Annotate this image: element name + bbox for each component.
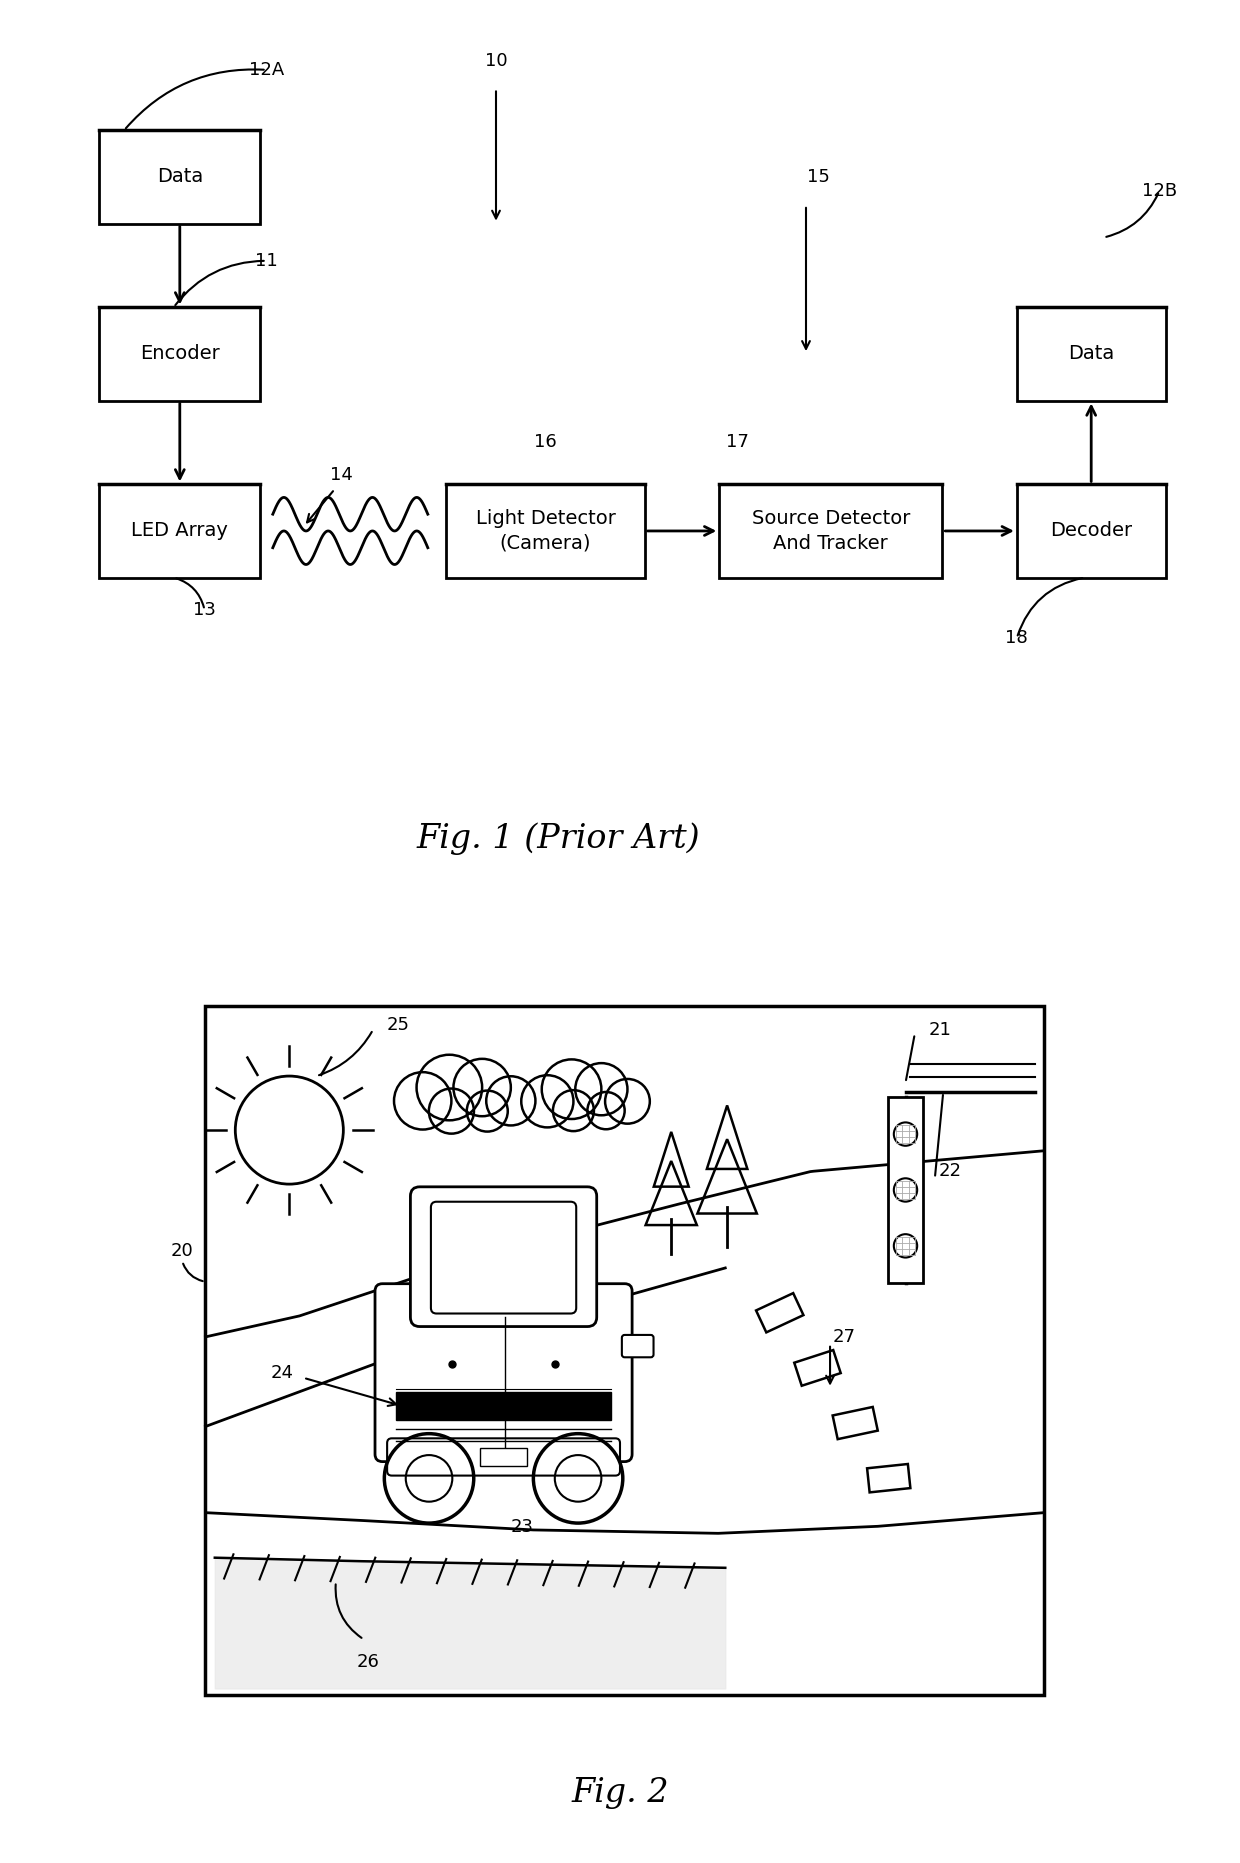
Bar (867, 1464, 910, 1492)
FancyBboxPatch shape (99, 307, 260, 401)
Text: LED Array: LED Array (131, 522, 228, 540)
FancyBboxPatch shape (446, 484, 645, 578)
Bar (832, 1407, 878, 1438)
FancyBboxPatch shape (99, 484, 260, 578)
Text: 22: 22 (939, 1163, 962, 1181)
Text: 20: 20 (171, 1243, 193, 1259)
Text: 26: 26 (357, 1654, 379, 1671)
FancyBboxPatch shape (99, 130, 260, 224)
Text: Light Detector
(Camera): Light Detector (Camera) (476, 509, 615, 553)
Text: 21: 21 (929, 1021, 951, 1040)
Text: 25: 25 (387, 1015, 410, 1034)
Text: Fig. 2: Fig. 2 (572, 1777, 668, 1809)
Text: 14: 14 (330, 466, 352, 484)
Text: 13: 13 (193, 602, 216, 619)
Bar (480, 1448, 527, 1466)
FancyBboxPatch shape (719, 484, 942, 578)
Text: Source Detector
And Tracker: Source Detector And Tracker (751, 509, 910, 553)
FancyBboxPatch shape (432, 1202, 577, 1313)
Text: 23: 23 (511, 1518, 533, 1535)
Bar (795, 1351, 841, 1386)
Text: 12A: 12A (249, 61, 284, 78)
Bar (888, 1097, 924, 1284)
Text: Fig. 1 (Prior Art): Fig. 1 (Prior Art) (417, 822, 699, 855)
FancyBboxPatch shape (410, 1187, 596, 1326)
Text: 12B: 12B (1142, 183, 1177, 199)
Bar (206, 1006, 1044, 1695)
Text: 17: 17 (727, 434, 749, 451)
FancyBboxPatch shape (1017, 307, 1166, 401)
Text: 10: 10 (485, 52, 507, 69)
Text: 11: 11 (255, 252, 278, 270)
FancyBboxPatch shape (1017, 484, 1166, 578)
FancyBboxPatch shape (622, 1336, 653, 1358)
Text: 16: 16 (534, 434, 557, 451)
Text: 24: 24 (272, 1364, 294, 1382)
Text: Data: Data (156, 168, 203, 186)
FancyBboxPatch shape (374, 1284, 632, 1462)
Text: 18: 18 (1006, 630, 1028, 646)
Text: 15: 15 (807, 168, 830, 186)
Text: Data: Data (1068, 345, 1115, 363)
Text: Encoder: Encoder (140, 345, 219, 363)
FancyBboxPatch shape (387, 1438, 620, 1475)
Text: 27: 27 (832, 1328, 856, 1345)
Bar (397, 1392, 610, 1420)
Text: Decoder: Decoder (1050, 522, 1132, 540)
Bar (756, 1293, 804, 1332)
